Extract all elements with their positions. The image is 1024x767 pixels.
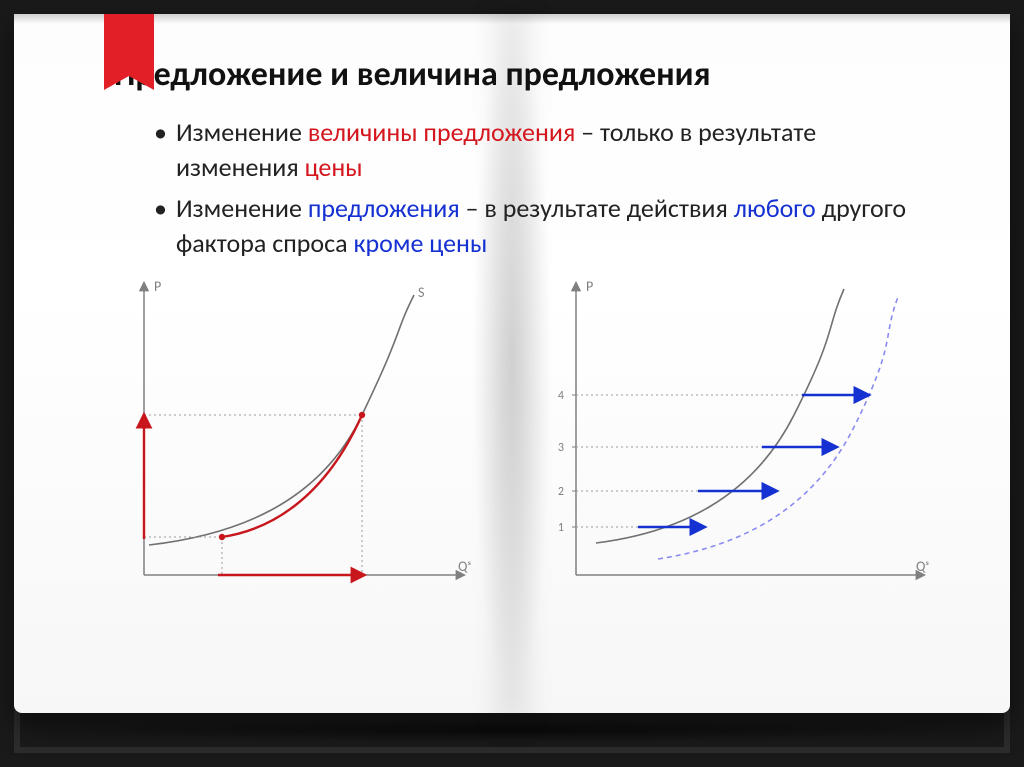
svg-text:2: 2 (558, 485, 564, 499)
highlight: величины предложения (308, 116, 575, 148)
svg-text:P: P (154, 278, 161, 295)
chart-supply-shift: P Qˢ 1 2 3 4 (526, 275, 946, 605)
highlight: предложения (308, 192, 460, 224)
chart-quantity-change: P Qˢ S (94, 275, 494, 605)
highlight: любого (734, 192, 816, 224)
text: Изменение (176, 116, 308, 148)
bullet-item: Изменение предложения – в результате дей… (154, 191, 936, 261)
highlight: цены (305, 151, 363, 183)
bullet-list: Изменение величины предложения – только … (154, 115, 950, 261)
svg-text:Qˢ: Qˢ (916, 558, 929, 575)
svg-text:S: S (418, 284, 424, 301)
charts-row: P Qˢ S P Qˢ 1 2 3 4 (94, 275, 950, 605)
slide-content: Предложение и величина предложения Измен… (74, 54, 950, 703)
book-page: Предложение и величина предложения Измен… (14, 14, 1010, 713)
svg-text:1: 1 (558, 521, 564, 535)
bullet-item: Изменение величины предложения – только … (154, 115, 936, 185)
svg-text:Qˢ: Qˢ (458, 558, 471, 575)
text: – в результате действия (460, 192, 734, 224)
svg-text:3: 3 (558, 441, 564, 455)
svg-text:P: P (586, 278, 593, 295)
highlight: кроме цены (353, 227, 487, 259)
book-shadow (42, 719, 982, 741)
bookmark-icon (104, 14, 154, 76)
slide-title: Предложение и величина предложения (114, 54, 950, 95)
outer-frame: Предложение и величина предложения Измен… (14, 14, 1010, 753)
svg-text:4: 4 (558, 389, 564, 403)
text: Изменение (176, 192, 308, 224)
